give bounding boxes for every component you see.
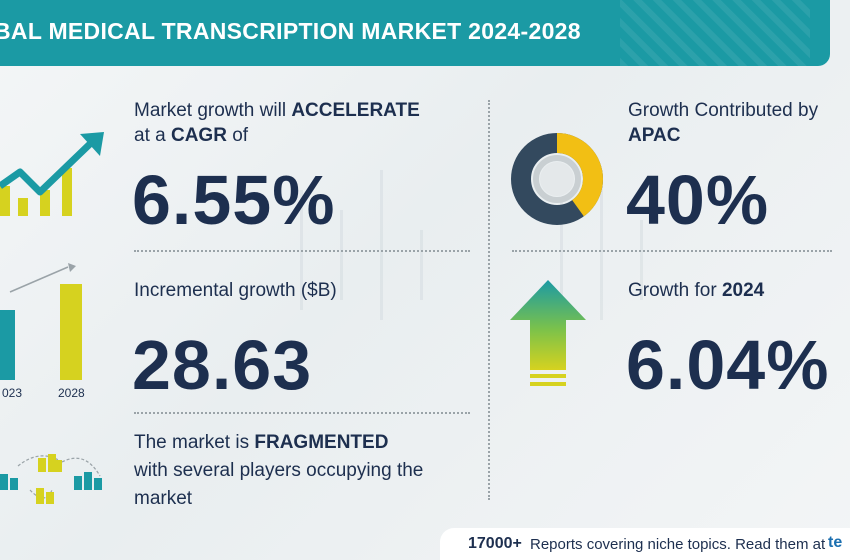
building-7: [46, 492, 54, 504]
market-line-1: The market is FRAGMENTED: [134, 432, 388, 454]
market-line-3: market: [134, 488, 193, 509]
page-title: BAL MEDICAL TRANSCRIPTION MARKET 2024-20…: [0, 18, 581, 44]
cagr-line-2: at a CAGR of: [134, 125, 248, 147]
cagr-line-1-text: Market growth will: [134, 100, 287, 121]
up-arrow-stripe-1: [530, 374, 566, 378]
cagr-accelerate: ACCELERATE: [291, 100, 420, 121]
building-1: [0, 474, 8, 490]
up-arrow-icon: [510, 280, 586, 386]
brand-logo[interactable]: te: [828, 534, 842, 552]
up-arrow-stripe-2: [530, 382, 566, 386]
year-label-2023: 023: [2, 386, 23, 400]
header-banner: BAL MEDICAL TRANSCRIPTION MARKET 2024-20…: [0, 0, 830, 66]
market-fragmented: FRAGMENTED: [254, 432, 389, 453]
fragmented-connector-2: [61, 457, 101, 477]
building-3: [38, 458, 46, 472]
up-arrow-body: [510, 280, 586, 370]
year-label-2028: 2028: [58, 386, 85, 400]
growth-chart-icon: [0, 132, 104, 216]
donut-inner-ring: [533, 155, 581, 203]
growth-arrow-line: [0, 139, 95, 196]
cagr-line-2-suffix: of: [232, 125, 249, 146]
incremental-bars-icon: [0, 263, 82, 380]
cagr-line-1: Market growth will ACCELERATE: [134, 100, 420, 122]
fragmented-market-icon: [0, 454, 102, 504]
building-10: [94, 478, 102, 490]
growth-bar-3: [40, 190, 50, 216]
bar-2023: [0, 310, 15, 380]
apac-donut-icon: [511, 133, 603, 225]
divider-left-1: [134, 250, 470, 252]
footer-banner: 17000+ Reports covering niche topics. Re…: [440, 528, 850, 560]
building-5: [56, 460, 62, 472]
building-9: [84, 472, 92, 490]
incremental-trend-line: [9, 266, 69, 293]
apac-value: 40%: [626, 161, 770, 239]
building-6: [36, 488, 44, 504]
building-2: [10, 478, 18, 490]
growth-2024-value: 6.04%: [626, 326, 830, 404]
growth-2024-prefix: Growth for: [628, 280, 717, 301]
cagr-value: 6.55%: [132, 161, 336, 239]
market-line-1-text: The market is: [134, 432, 250, 453]
footer-report-count: 17000+: [468, 535, 522, 552]
footer-text: Reports covering niche topics. Read them…: [530, 536, 826, 553]
bar-2028: [60, 284, 82, 380]
cagr-line-2-prefix: at a: [134, 125, 166, 146]
incremental-label: Incremental growth ($B): [134, 280, 337, 301]
apac-line-2: APAC: [628, 125, 681, 146]
growth-2024-year: 2024: [721, 280, 765, 301]
market-line-2: with several players occupying the: [134, 460, 424, 481]
growth-bar-2: [18, 198, 28, 216]
brand-logo-text: te: [828, 534, 843, 551]
growth-arrow-head: [80, 132, 104, 156]
donut-center: [540, 162, 574, 196]
donut-apac-segment: [511, 133, 603, 225]
growth-bar-4: [62, 168, 72, 216]
growth-bar-1: [0, 186, 10, 216]
building-8: [74, 476, 82, 490]
apac-line-1: Growth Contributed by: [628, 100, 819, 121]
cagr-label: CAGR: [170, 125, 227, 146]
divider-left-2: [134, 412, 470, 414]
growth-2024-label: Growth for 2024: [628, 280, 764, 302]
header-pattern: [620, 0, 810, 66]
incremental-value: 28.63: [132, 326, 313, 404]
divider-right-1: [512, 250, 832, 252]
incremental-trend-arrow: [68, 263, 76, 272]
building-4: [48, 454, 56, 472]
divider-vertical: [488, 100, 490, 500]
